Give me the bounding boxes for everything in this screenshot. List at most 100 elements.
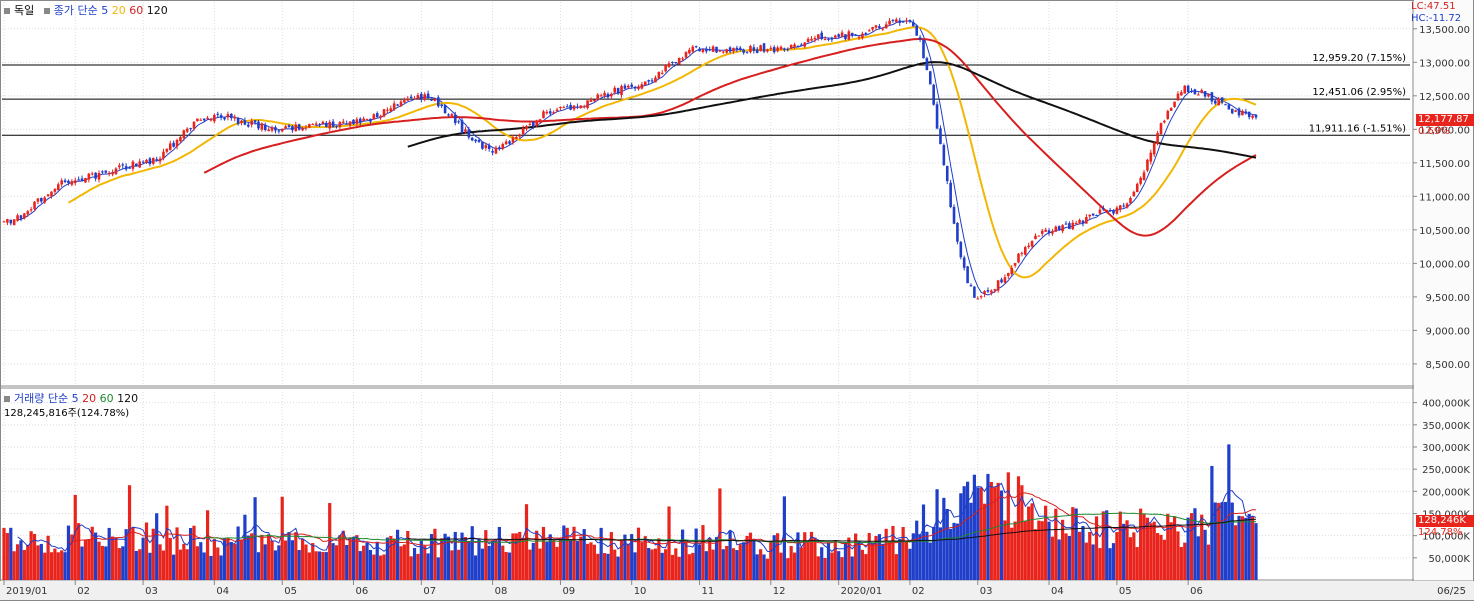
candle-body bbox=[1051, 231, 1054, 234]
volume-bar bbox=[786, 558, 790, 580]
candle-body bbox=[504, 141, 508, 145]
candle-body bbox=[569, 105, 572, 110]
volume-title[interactable]: 거래량 bbox=[14, 392, 45, 405]
candle-body bbox=[314, 123, 318, 125]
volume-bar bbox=[545, 541, 549, 580]
candle-body bbox=[681, 58, 684, 60]
candle-body bbox=[969, 285, 973, 287]
candle-body bbox=[915, 25, 919, 36]
volume-bar bbox=[1057, 539, 1061, 580]
volume-bar bbox=[541, 526, 546, 580]
volume-sma-label: 단순 bbox=[47, 392, 69, 405]
candle-body bbox=[470, 137, 474, 141]
candle-body bbox=[389, 108, 393, 112]
volume-bar bbox=[412, 547, 417, 580]
candle-body bbox=[613, 87, 617, 93]
candle-body bbox=[593, 99, 596, 102]
volume-bar bbox=[837, 551, 841, 580]
volume-bar bbox=[691, 552, 695, 580]
volume-bar bbox=[680, 529, 685, 580]
candle-body bbox=[627, 85, 630, 88]
candle-body bbox=[19, 215, 23, 219]
volume-bar bbox=[284, 540, 288, 580]
candle-body bbox=[1254, 114, 1258, 118]
candle-body bbox=[491, 151, 494, 153]
volume-bar bbox=[5, 533, 9, 580]
volume-bar bbox=[847, 537, 851, 580]
candle-body bbox=[854, 35, 857, 37]
candle-body bbox=[1247, 111, 1251, 118]
volume-bar bbox=[925, 531, 929, 580]
candle-body bbox=[1088, 214, 1092, 217]
volume-bar bbox=[864, 554, 868, 580]
candle-body bbox=[318, 124, 321, 126]
volume-bar bbox=[748, 532, 753, 580]
volume-bar bbox=[952, 522, 956, 580]
volume-bar bbox=[911, 533, 915, 580]
volume-bar bbox=[531, 542, 535, 580]
candle-body bbox=[1000, 279, 1003, 283]
volume-bar bbox=[494, 540, 498, 580]
candle-body bbox=[56, 184, 60, 191]
candle-body bbox=[46, 194, 50, 197]
volume-bar bbox=[769, 540, 773, 580]
volume-bar bbox=[904, 540, 909, 580]
candle-body bbox=[1159, 123, 1163, 135]
candle-body bbox=[94, 172, 97, 179]
candle-body bbox=[260, 123, 264, 130]
candle-body bbox=[168, 143, 172, 150]
volume-ma60-label: 60 bbox=[99, 392, 114, 405]
volume-bar bbox=[565, 527, 569, 580]
volume-bar bbox=[670, 554, 675, 580]
candle-body bbox=[620, 86, 623, 95]
volume-bar bbox=[928, 542, 932, 580]
candle-body bbox=[728, 47, 732, 52]
index-name[interactable]: 독일 bbox=[14, 4, 35, 17]
candle-body bbox=[291, 126, 294, 131]
candle-body bbox=[559, 106, 562, 109]
volume-tick-label: 250,000K bbox=[1422, 465, 1470, 476]
volume-bar bbox=[90, 526, 94, 580]
candle-body bbox=[918, 37, 922, 40]
candle-body bbox=[196, 118, 199, 122]
price-tick-label: 12,500.00 bbox=[1419, 92, 1470, 103]
candle-body bbox=[23, 213, 26, 219]
volume-bar bbox=[151, 528, 155, 580]
volume-bar bbox=[1122, 523, 1126, 580]
candle-body bbox=[243, 120, 247, 125]
candle-body bbox=[202, 118, 206, 121]
volume-bar bbox=[43, 552, 47, 580]
volume-bar bbox=[297, 549, 301, 580]
candle-body bbox=[145, 159, 148, 163]
candle-body bbox=[684, 51, 688, 58]
candle-body bbox=[284, 126, 287, 129]
volume-bar bbox=[752, 540, 756, 580]
volume-bar bbox=[246, 535, 250, 580]
candle-body bbox=[107, 172, 111, 174]
candle-body bbox=[800, 44, 803, 46]
volume-bar bbox=[636, 527, 641, 580]
candle-body bbox=[77, 179, 80, 181]
volume-bar bbox=[796, 532, 800, 580]
close-label[interactable]: 종가 bbox=[53, 4, 74, 17]
volume-bar bbox=[277, 545, 281, 580]
candle-body bbox=[29, 209, 33, 211]
volume-bar bbox=[857, 541, 861, 580]
month-label: 02 bbox=[77, 586, 90, 597]
candle-body bbox=[538, 119, 542, 122]
volume-bar bbox=[989, 482, 993, 580]
volume-bar bbox=[460, 532, 464, 580]
volume-bar bbox=[969, 502, 973, 580]
candle-body bbox=[705, 48, 708, 52]
candle-body bbox=[1047, 230, 1051, 233]
volume-bar bbox=[870, 542, 875, 580]
volume-bar bbox=[599, 527, 603, 580]
volume-bar bbox=[463, 537, 468, 580]
volume-bar bbox=[348, 537, 352, 580]
candle-body bbox=[1186, 85, 1190, 93]
candle-body bbox=[1054, 226, 1058, 232]
candle-body bbox=[70, 181, 74, 185]
volume-bar bbox=[182, 543, 186, 580]
candle-body bbox=[1115, 207, 1119, 214]
volume-bar bbox=[1203, 529, 1207, 580]
